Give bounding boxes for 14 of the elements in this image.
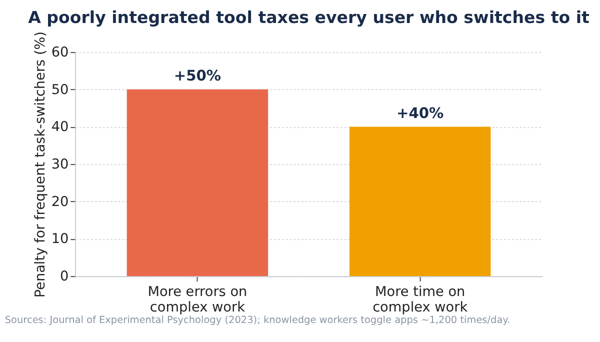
y-tick-label: 50 bbox=[51, 82, 69, 98]
y-tick-label: 60 bbox=[51, 44, 69, 60]
y-axis-title: Penalty for frequent task-switchers (%) bbox=[32, 31, 48, 298]
source-note: Sources: Journal of Experimental Psychology (2023); knowledge workers toggle apps ~1,200 times/day. bbox=[4, 314, 510, 326]
y-tick-label: 30 bbox=[51, 156, 69, 172]
y-tick-label: 0 bbox=[60, 268, 69, 284]
y-tick-label: 20 bbox=[51, 194, 69, 210]
data-label: +50% bbox=[174, 68, 222, 85]
y-tick-label: 10 bbox=[51, 231, 69, 248]
chart-title: A poorly integrated tool taxes every user who switches to it bbox=[28, 8, 590, 28]
y-tick-label: 40 bbox=[51, 119, 69, 136]
x-tick-label: More errors on complex work bbox=[148, 284, 248, 316]
data-label: +40% bbox=[396, 104, 444, 122]
x-tick-label: More time on complex work bbox=[372, 284, 468, 316]
